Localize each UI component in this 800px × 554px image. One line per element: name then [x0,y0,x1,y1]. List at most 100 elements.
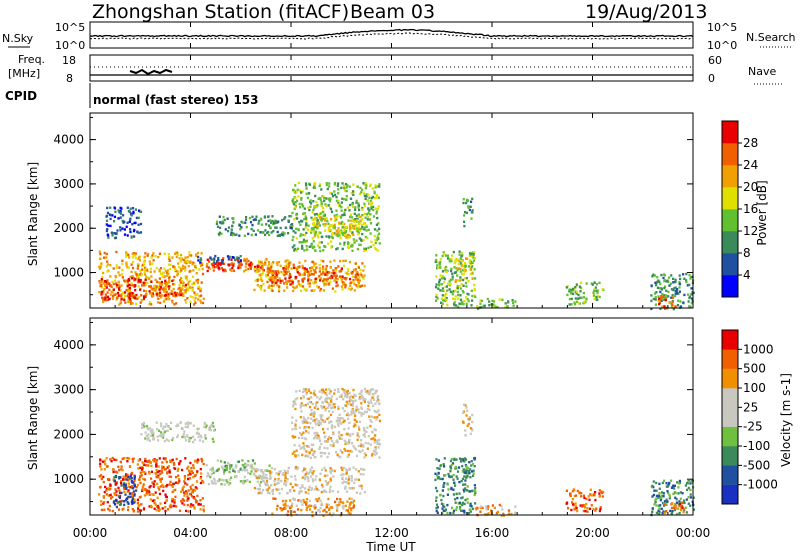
radar-cell [464,281,468,285]
radar-cell [153,460,156,463]
radar-cell [443,252,446,256]
radar-cell [140,299,143,302]
radar-cell [365,229,368,232]
radar-cell [473,251,476,254]
radar-cell [360,218,363,221]
radar-cell [313,411,316,414]
radar-cell [167,439,170,442]
radar-cell [294,435,297,439]
radar-cell [313,488,316,491]
radar-cell [593,289,596,293]
radar-cell [657,496,660,499]
radar-cell [496,510,499,514]
radar-cell [284,504,287,507]
radar-cell [484,513,487,516]
radar-cell [596,294,599,297]
radar-cell [133,285,136,288]
radar-cell [365,195,368,198]
radar-cell [151,428,154,431]
radar-cell [454,501,457,504]
radar-cell [313,289,316,292]
radar-cell [332,475,335,478]
radar-cell [184,285,187,288]
radar-cell [324,229,327,232]
radar-cell [345,236,348,239]
radar-cell [689,276,692,279]
radar-cell [679,305,683,308]
radar-cell [461,477,465,481]
radar-cell [134,278,137,281]
radar-cell [256,264,259,267]
radar-cell [177,467,180,470]
x-tick-label: 20:00 [575,526,610,540]
radar-cell [172,482,175,486]
radar-cell [440,498,443,502]
radar-cell [163,286,166,289]
radar-cell [440,297,444,300]
radar-cell [336,509,339,512]
radar-cell [362,192,365,195]
radar-cell [303,421,306,424]
radar-cell [251,459,255,462]
colorbar-tick-label: -100 [743,439,770,453]
radar-cell [363,274,366,277]
radar-cell [141,461,144,464]
radar-cell [128,220,131,223]
radar-cell [163,298,166,301]
radar-cell [340,209,343,212]
radar-cell [348,209,351,212]
radar-cell [194,301,197,304]
radar-cell [325,197,328,200]
radar-cell [328,225,331,228]
radar-cell [377,196,380,199]
radar-cell [159,478,162,481]
radar-cell [202,510,206,513]
radar-cell [329,471,333,475]
radar-cell [171,500,174,503]
radar-cell [363,202,366,205]
radar-cell [449,278,452,281]
radar-cell [593,294,596,297]
radar-cell [173,501,176,504]
radar-cell [145,275,148,278]
radar-cell [350,399,353,402]
radar-cell [189,295,192,298]
radar-cell [150,464,153,468]
radar-cell [212,440,215,443]
radar-cell [324,267,327,271]
radar-cell [293,510,296,514]
radar-cell [306,454,309,458]
radar-cell [587,495,590,498]
radar-cell [322,279,325,283]
radar-cell [304,182,308,185]
radar-cell [651,510,654,514]
radar-cell [331,425,334,428]
radar-cell [494,305,497,309]
radar-cell [148,470,151,474]
radar-cell [369,199,372,202]
radar-cell [245,262,248,265]
radar-cell [661,481,664,485]
radar-cell [663,274,666,277]
radar-cell [336,439,339,442]
radar-cell [197,435,200,439]
radar-cell [291,224,294,228]
radar-cell [356,284,360,287]
radar-cell [271,489,274,493]
radar-cell [446,304,449,307]
radar-cell [261,264,264,267]
radar-cell [568,288,571,291]
radar-cell [328,182,331,185]
radar-cell [174,467,177,470]
radar-cell [165,297,168,301]
colorbar-tick-label: 100 [743,381,766,395]
radar-cell [163,252,166,255]
radar-cell [292,404,295,407]
freq-tick-top: 18 [62,54,76,67]
radar-cell [577,293,580,297]
radar-cell [299,486,302,490]
radar-cell [661,305,664,309]
radar-cell [585,282,588,285]
radar-cell [250,465,253,468]
radar-cell [270,278,273,281]
